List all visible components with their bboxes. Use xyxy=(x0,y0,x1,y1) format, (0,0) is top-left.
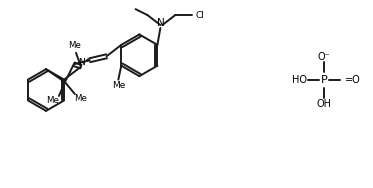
Text: N: N xyxy=(157,18,164,28)
Text: Me: Me xyxy=(69,41,81,50)
Text: +: + xyxy=(84,57,90,63)
Text: OH: OH xyxy=(316,99,332,109)
Text: Cl: Cl xyxy=(196,11,204,20)
Text: HO: HO xyxy=(292,75,307,85)
Text: O⁻: O⁻ xyxy=(317,52,330,62)
Text: Me: Me xyxy=(112,81,125,90)
Text: Me: Me xyxy=(74,94,87,103)
Text: P: P xyxy=(321,75,327,85)
Text: Me: Me xyxy=(47,96,59,105)
Text: =O: =O xyxy=(345,75,361,85)
Text: N: N xyxy=(79,58,85,67)
